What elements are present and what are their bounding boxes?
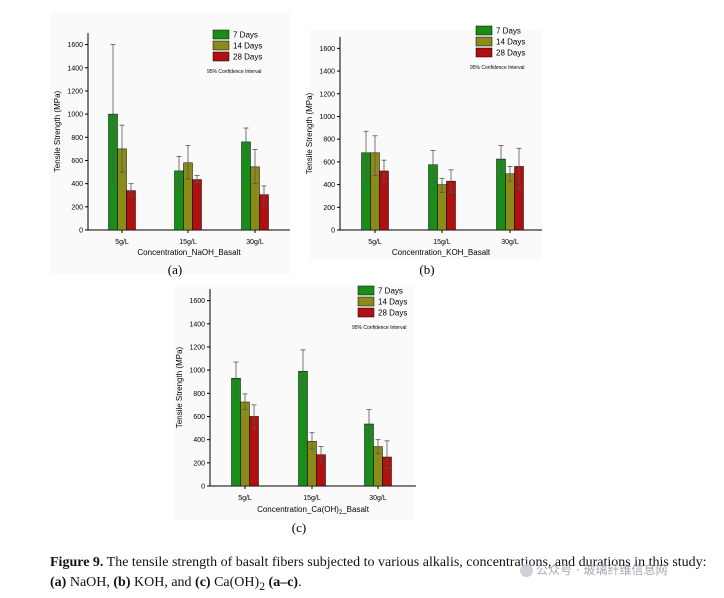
- plot-background: [50, 12, 290, 274]
- legend-swatch: [212, 51, 230, 62]
- legend-swatch: [357, 296, 375, 307]
- legend-swatch: [475, 25, 493, 36]
- y-tick-label: 0: [331, 228, 335, 235]
- y-tick-label: 1600: [319, 46, 335, 53]
- y-tick-label: 0: [201, 484, 205, 491]
- legend-label: 28 Days: [233, 53, 262, 62]
- y-tick-label: 200: [323, 205, 335, 212]
- caption-range: (a–c): [268, 575, 299, 590]
- legend-label: 14 Days: [233, 42, 262, 51]
- panel-label: (c): [292, 520, 306, 535]
- y-tick-label: 400: [71, 181, 83, 188]
- y-tick-label: 1600: [189, 298, 205, 305]
- y-tick-label: 1200: [319, 91, 335, 98]
- x-tick-label: 5g/L: [368, 239, 382, 246]
- y-tick-label: 600: [71, 158, 83, 165]
- panel-label: (b): [419, 262, 434, 277]
- panel-b-koh: 0 200 400 600 800 1000 1200 1400 1600 Tensile Str…: [305, 25, 542, 277]
- caption-text: The tensile strength of basalt fibers su…: [103, 555, 707, 570]
- bar: [126, 190, 136, 231]
- y-tick-label: 600: [323, 159, 335, 166]
- panel-label: (a): [168, 262, 182, 277]
- x-axis-label: Concentration_Ca(OH)2_Basalt: [257, 505, 370, 516]
- legend-swatch: [475, 47, 493, 58]
- bar: [241, 141, 251, 231]
- x-tick-label: 15g/L: [179, 239, 197, 246]
- x-axis-label: Concentration_NaOH_Basalt: [137, 248, 241, 257]
- watermark: 公众号 · 玻璃纤维信息网: [520, 561, 667, 578]
- legend-label: 28 Days: [496, 49, 525, 58]
- y-tick-label: 1400: [319, 69, 335, 76]
- caption-b: (b): [113, 575, 131, 590]
- caption-caoh-sub: 2: [259, 579, 266, 593]
- confidence-note: 95% Confidence Interval: [470, 65, 524, 71]
- y-axis-label: Tensile Strength (MPa): [305, 92, 314, 174]
- y-axis-label: Tensile Strength (MPa): [53, 90, 62, 172]
- confidence-note: 95% Confidence Interval: [207, 69, 261, 75]
- y-tick-label: 800: [193, 391, 205, 398]
- legend-label: 7 Days: [496, 27, 521, 36]
- legend-swatch: [212, 40, 230, 51]
- legend-swatch: [212, 29, 230, 40]
- y-axis-label: Tensile Strength (MPa): [175, 346, 184, 428]
- legend-swatch: [357, 307, 375, 318]
- x-tick-label: 30g/L: [501, 239, 519, 246]
- y-tick-label: 1600: [67, 42, 83, 49]
- caption-end: .: [298, 575, 302, 590]
- y-tick-label: 0: [79, 228, 83, 235]
- caption-c: (c): [195, 575, 211, 590]
- y-tick-label: 1400: [189, 321, 205, 328]
- x-tick-label: 15g/L: [433, 239, 451, 246]
- y-tick-label: 400: [323, 182, 335, 189]
- panel-a-naoh: 0 200 400 600 800 1000 1200 1400 1600 Tensile Str…: [50, 12, 290, 277]
- y-tick-label: 400: [193, 437, 205, 444]
- x-tick-label: 15g/L: [303, 495, 321, 502]
- caption-a: (a): [50, 575, 67, 590]
- y-tick-label: 1200: [189, 344, 205, 351]
- caption-figure-label: Figure 9.: [50, 555, 104, 570]
- panel-c-caoh2: 0 200 400 600 800 1000 1200 1400 1600 Tensile Str…: [175, 285, 416, 535]
- caption-naoh: NaOH,: [66, 575, 114, 590]
- confidence-note: 95% Confidence Interval: [352, 325, 406, 331]
- y-tick-label: 1200: [67, 88, 83, 95]
- legend-label: 14 Days: [378, 298, 407, 307]
- legend-label: 7 Days: [378, 287, 403, 296]
- legend-label: 7 Days: [233, 31, 258, 40]
- figure-caption: Figure 9. The tensile strength of basalt…: [50, 553, 710, 597]
- wechat-icon: [520, 564, 533, 577]
- x-tick-label: 30g/L: [369, 495, 387, 502]
- x-tick-label: 30g/L: [246, 239, 264, 246]
- watermark-text: 公众号 · 玻璃纤维信息网: [536, 563, 668, 577]
- y-tick-label: 1000: [319, 114, 335, 121]
- legend-label: 14 Days: [496, 38, 525, 47]
- x-axis-label: Concentration_KOH_Basalt: [392, 248, 491, 257]
- y-tick-label: 1000: [189, 368, 205, 375]
- y-tick-label: 800: [71, 135, 83, 142]
- x-tick-label: 5g/L: [115, 239, 129, 246]
- legend-swatch: [475, 36, 493, 47]
- y-tick-label: 600: [193, 414, 205, 421]
- caption-caoh: Ca(OH): [210, 575, 260, 590]
- y-tick-label: 200: [71, 204, 83, 211]
- y-tick-label: 1400: [67, 65, 83, 72]
- bar: [505, 173, 515, 231]
- legend-swatch: [357, 285, 375, 296]
- y-tick-label: 200: [193, 460, 205, 467]
- y-tick-label: 1000: [67, 112, 83, 119]
- x-tick-label: 5g/L: [238, 495, 252, 502]
- y-tick-label: 800: [323, 137, 335, 144]
- bar: [240, 401, 250, 487]
- caption-koh: KOH, and: [130, 575, 196, 590]
- legend-label: 28 Days: [378, 309, 407, 318]
- bar: [192, 179, 202, 231]
